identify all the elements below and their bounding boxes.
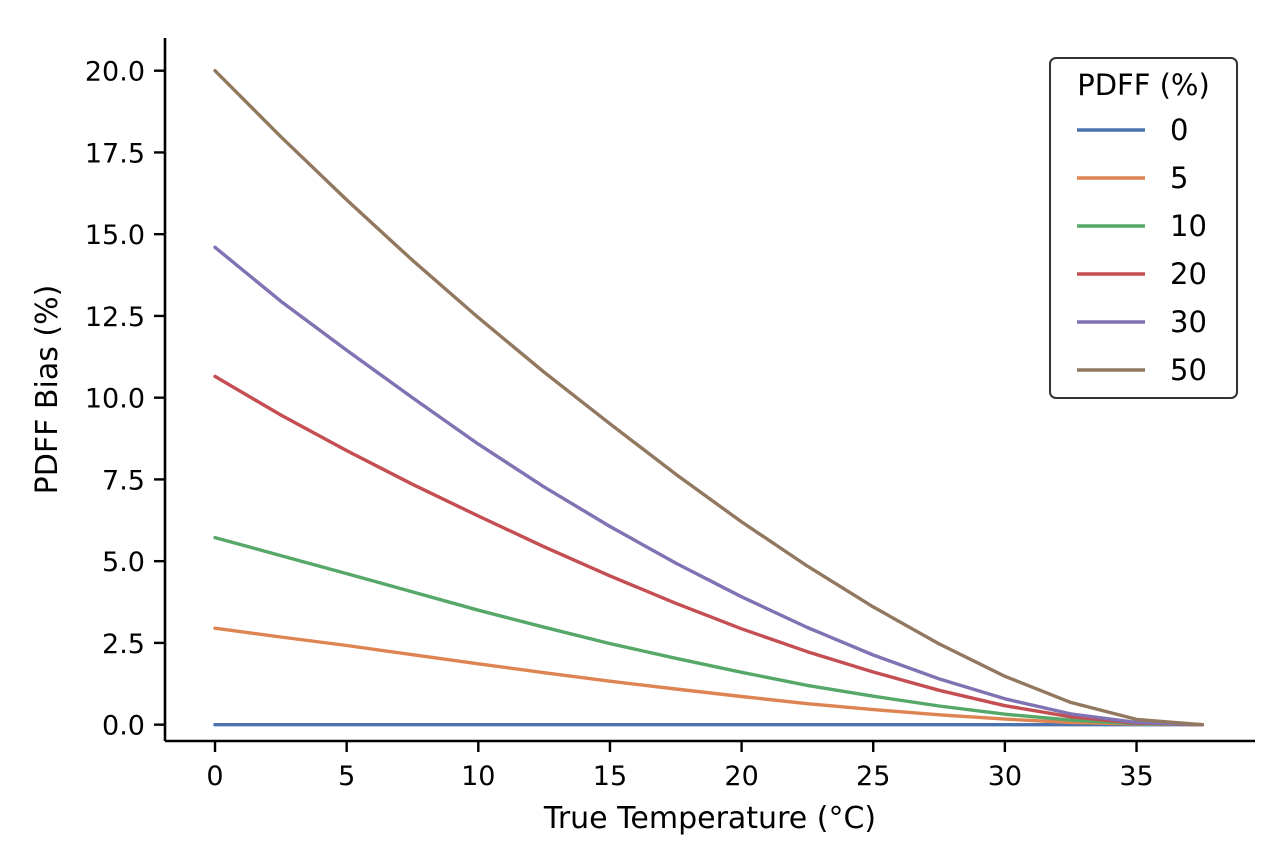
y-tick-label: 20.0 [85,57,145,88]
series-line-50 [213,68,1205,727]
legend: PDFF (%) 0 5 10 20 30 50 [1049,57,1238,399]
y-tick-label: 10.0 [85,384,145,415]
series-line-10 [213,535,1205,727]
series-line-30 [213,245,1205,727]
legend-items: 0 5 10 20 30 50 [1077,113,1207,387]
y-tick-label: 0.0 [102,711,145,742]
x-tick-label: 15 [593,761,627,792]
legend-label-20: 20 [1170,257,1207,291]
ticks: 0 5 10 15 20 25 30 35 0.0 2.5 5.0 7.5 10.0 12.5 15.0 17… [85,57,1154,792]
legend-label-10: 10 [1170,209,1207,243]
y-tick-label: 7.5 [102,465,145,496]
y-axis-label: PDFF Bias (%) [30,285,65,495]
y-tick-label: 15.0 [85,220,145,251]
legend-label-0: 0 [1170,113,1188,147]
y-tick-label: 12.5 [85,302,145,333]
x-tick-label: 25 [856,761,890,792]
legend-label-5: 5 [1170,161,1188,195]
x-tick-label: 10 [461,761,495,792]
y-tick-label: 2.5 [102,629,145,660]
x-tick-label: 35 [1119,761,1153,792]
y-tick-label: 17.5 [85,138,145,169]
x-axis-label: True Temperature (°C) [543,801,876,836]
series-line-20 [213,374,1205,727]
series-line-5 [213,626,1205,727]
legend-title: PDFF (%) [1077,68,1210,102]
series-lines [213,68,1205,727]
legend-box [1049,57,1238,399]
legend-label-30: 30 [1170,305,1207,339]
x-tick-label: 30 [988,761,1022,792]
y-tick-label: 5.0 [102,547,145,578]
x-tick-label: 5 [338,761,355,792]
legend-label-50: 50 [1170,353,1207,387]
x-tick-label: 0 [206,761,223,792]
x-tick-label: 20 [724,761,758,792]
